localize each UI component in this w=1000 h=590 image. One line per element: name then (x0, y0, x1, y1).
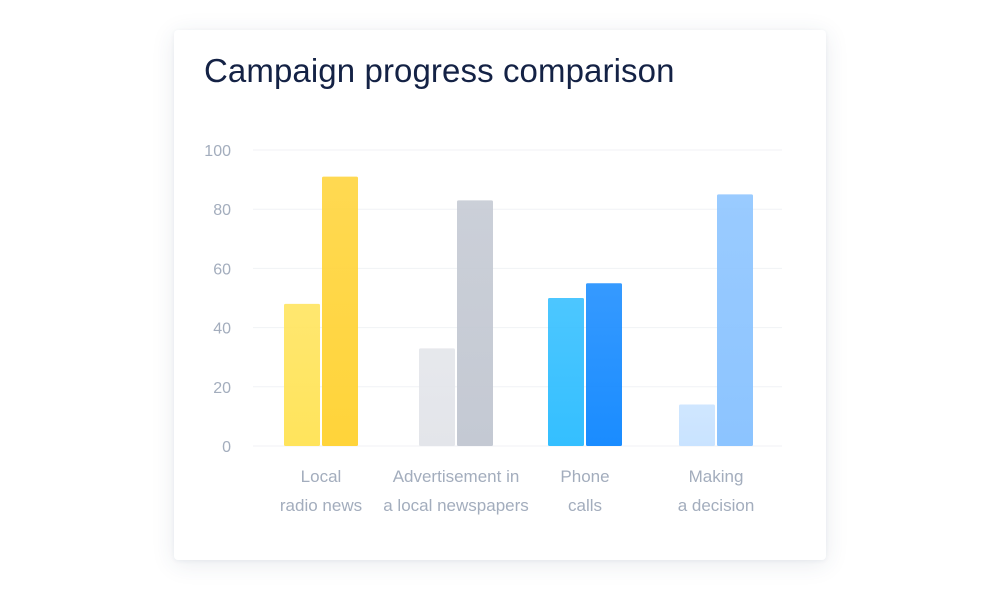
y-tick-label: 100 (204, 143, 231, 160)
x-category-label: Making (689, 467, 744, 486)
x-category-label: a local newspapers (383, 496, 529, 515)
chart-card: Campaign progress comparison 0 20 40 60 80 10… (174, 30, 826, 560)
y-tick-label: 40 (213, 321, 231, 338)
bars (284, 176, 753, 446)
bar-1-series-1 (284, 303, 320, 446)
bar-3-series-1 (548, 298, 584, 446)
bar-1-series-2 (322, 176, 358, 446)
x-category-label: Phone (560, 467, 609, 486)
bar-2-series-1 (419, 348, 455, 446)
bar-3-series-2 (586, 283, 622, 446)
x-axis-labels: Local radio news Advertisement in a local n… (280, 467, 754, 515)
y-axis-ticks: 0 20 40 60 80 100 (204, 143, 231, 456)
x-category-label: calls (568, 496, 602, 515)
chart-title: Campaign progress comparison (204, 52, 675, 89)
bar-2-series-2 (457, 200, 493, 446)
y-tick-label: 20 (213, 380, 231, 397)
bar-4-series-2 (717, 194, 753, 446)
bar-chart: 0 20 40 60 80 100 Local radio news Advertisemen… (204, 143, 782, 515)
x-category-label: radio news (280, 496, 362, 515)
y-tick-label: 0 (222, 439, 231, 456)
x-category-label: Local (301, 467, 342, 486)
bar-4-series-1 (679, 404, 715, 446)
y-tick-label: 60 (213, 261, 231, 278)
x-category-label: Advertisement in (393, 467, 520, 486)
y-tick-label: 80 (213, 202, 231, 219)
x-category-label: a decision (678, 496, 755, 515)
